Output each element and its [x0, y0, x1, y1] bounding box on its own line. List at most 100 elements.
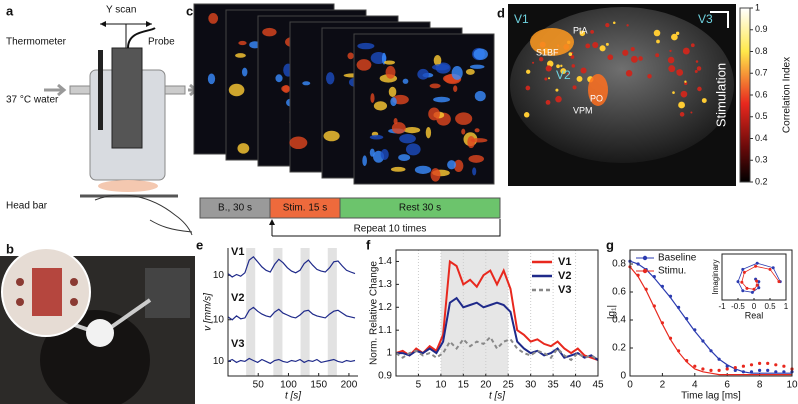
label: 37 °C water [6, 95, 59, 106]
signal-blob [570, 55, 575, 59]
y-tick-label: 10 [213, 356, 225, 367]
signal-blob [679, 112, 685, 117]
screw [70, 278, 78, 286]
data-point [777, 280, 781, 284]
signal-blob [568, 52, 573, 56]
data-point [745, 286, 749, 290]
label: Thermometer [6, 37, 67, 48]
signal-blob [555, 88, 559, 92]
data-point [725, 367, 729, 371]
data-point [693, 328, 697, 332]
arrow-head [100, 21, 152, 27]
signal-blob [262, 27, 277, 37]
x-tick-label: 30 [525, 380, 537, 391]
signal-blob [539, 57, 544, 62]
skull-window [98, 180, 158, 192]
data-point [741, 267, 745, 271]
data-point [768, 267, 772, 271]
colorbar-tick-label: 0.4 [755, 133, 768, 143]
signal-blob [390, 97, 397, 107]
colorbar-tick-label: 1 [755, 2, 760, 12]
signal-blob [390, 166, 406, 172]
signal-blob [357, 42, 375, 50]
data-point [741, 364, 746, 368]
signal-blob [545, 99, 551, 105]
signal-blob [647, 74, 652, 79]
x-tick-label: 150 [310, 380, 327, 391]
trace [227, 357, 356, 365]
signal-blob [580, 67, 587, 74]
data-point [709, 349, 713, 353]
legend-label: Stimu. [658, 266, 686, 277]
trace [227, 255, 356, 278]
y-tick-label: 0.9 [378, 371, 392, 382]
axes-frame [721, 253, 787, 301]
signal-blob [532, 61, 535, 64]
signal-blob [326, 72, 335, 85]
stim-band [300, 248, 310, 376]
condition-label: Stimulation [713, 63, 728, 127]
x-tick-label: 1 [784, 302, 789, 311]
signal-blob [472, 167, 477, 176]
signal-blob [289, 136, 308, 150]
signal-blob [388, 86, 397, 97]
signal-blob [467, 136, 475, 149]
signal-blob [638, 56, 643, 61]
series-line [396, 296, 599, 361]
signal-blob [625, 69, 633, 77]
y-tick-label: 0.6 [612, 287, 626, 298]
signal-blob [556, 64, 560, 69]
x-tick-label: 0 [627, 380, 633, 391]
colorbar-label: Correlation Index [782, 57, 793, 133]
clamp [108, 298, 152, 330]
trace-label: V1 [231, 246, 244, 258]
signal-blob [429, 83, 441, 89]
data-point [677, 349, 681, 353]
data-point [758, 368, 762, 372]
signal-blob [302, 81, 311, 86]
signal-blob [455, 112, 473, 125]
signal-blob [571, 64, 576, 68]
data-point [741, 370, 746, 374]
data-point [644, 287, 648, 291]
signal-blob [447, 160, 457, 170]
colorbar-tick-label: 0.8 [755, 46, 768, 56]
y-label: v [mm/s] [203, 293, 214, 331]
signal-blob [403, 127, 421, 134]
label: Y scan [106, 5, 136, 16]
water-outlet [164, 85, 186, 95]
signal-blob [684, 80, 687, 83]
signal-blob [383, 60, 396, 65]
phase-label: B., 30 s [218, 203, 252, 214]
signal-blob [701, 98, 707, 103]
signal-blob [469, 64, 485, 69]
y-tick-label: 1.1 [378, 325, 392, 336]
x-tick-label: 8 [757, 380, 763, 391]
x-tick-label: 0 [752, 302, 757, 311]
x-label: Time lag [ms] [681, 391, 741, 402]
legend-marker [642, 268, 648, 274]
signal-blob [323, 130, 340, 142]
signal-blob [630, 47, 635, 52]
signal-blob [630, 55, 638, 63]
region-label: V1 [514, 12, 529, 26]
region-label: PtA [573, 25, 588, 35]
colorbar-tick-label: 0.3 [755, 155, 768, 165]
x-label: t [s] [285, 391, 301, 402]
screw [16, 298, 24, 306]
signal-blob [696, 66, 702, 71]
data-point [717, 357, 721, 361]
signal-blob [671, 33, 678, 41]
phase-rest [339, 197, 501, 219]
data-point [742, 270, 746, 274]
legend-marker [642, 255, 648, 261]
data-point [693, 364, 697, 368]
data-point [668, 294, 673, 298]
data-point [660, 284, 665, 288]
signal-blob [545, 65, 552, 72]
signal-blob [655, 53, 660, 58]
mouse-body [40, 310, 150, 404]
signal-blob [433, 96, 451, 103]
y-tick-label: 1.3 [378, 279, 392, 290]
signal-blob [461, 128, 466, 135]
